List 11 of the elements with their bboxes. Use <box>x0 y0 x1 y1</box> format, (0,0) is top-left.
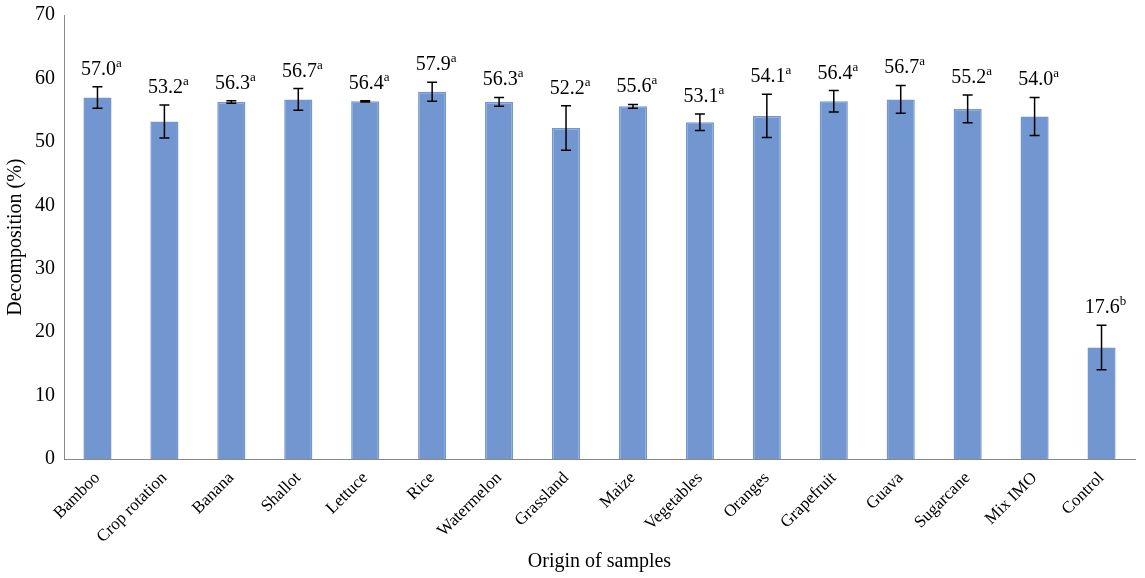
x-axis-title: Origin of samples <box>527 549 672 573</box>
y-tick-label: 20 <box>35 319 55 342</box>
y-tick-label: 50 <box>35 129 55 152</box>
y-tick-label: 10 <box>35 382 55 405</box>
y-tick-label: 70 <box>35 2 55 25</box>
y-tick-label: 40 <box>35 192 55 215</box>
y-tick-label: 30 <box>35 256 55 279</box>
y-axis-title: Decomposition (%) <box>3 158 27 316</box>
y-tick-label: 0 <box>45 446 55 469</box>
x-tick-label: Rice <box>402 467 439 504</box>
y-tick-label: 60 <box>35 65 55 88</box>
